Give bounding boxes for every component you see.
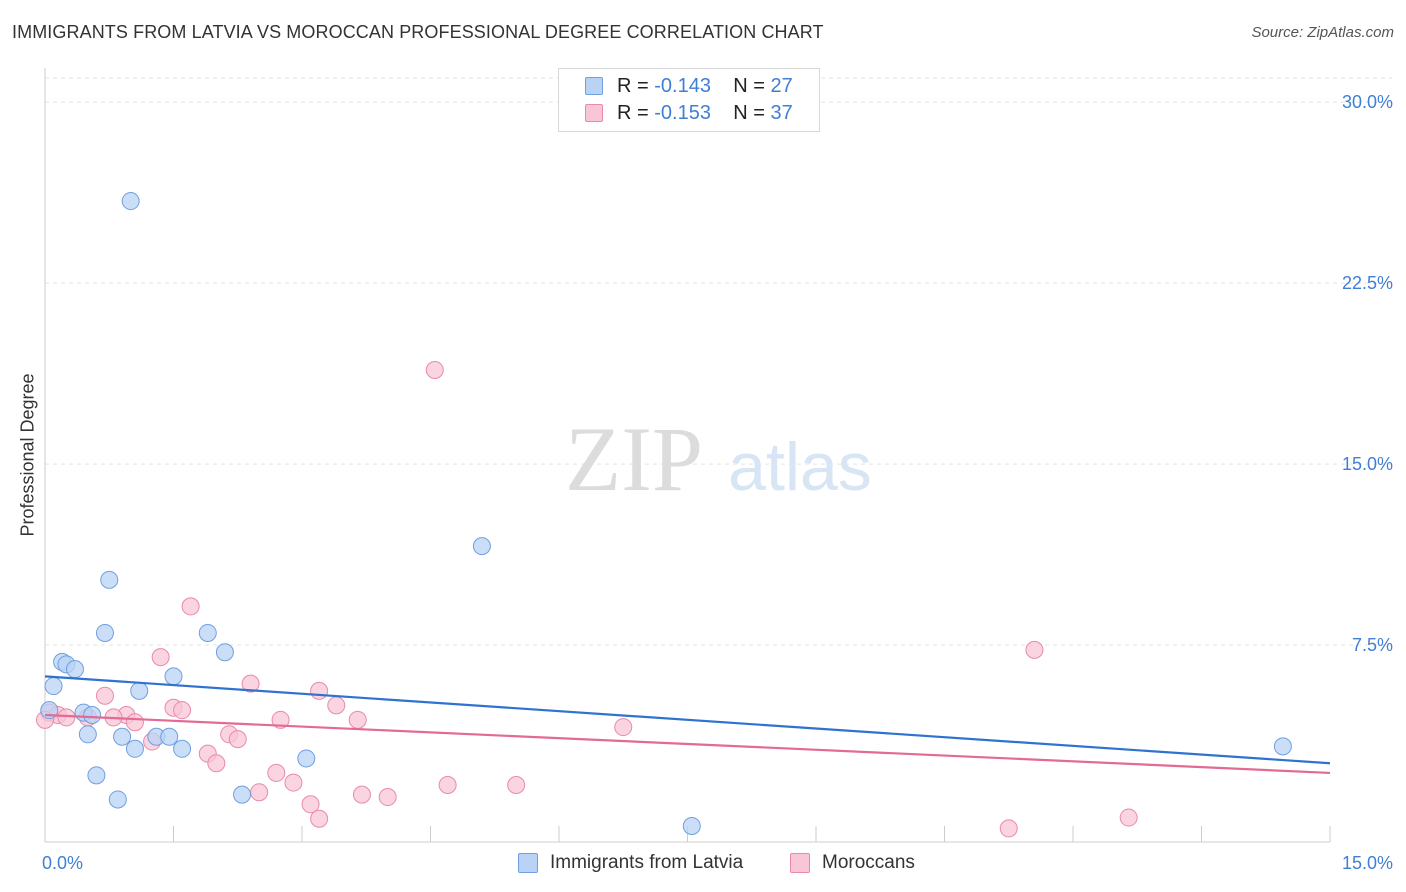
moroccans-legend-label: Moroccans	[822, 852, 915, 873]
n-label: N =	[733, 102, 771, 124]
latvia-point	[1273, 737, 1292, 756]
latvia-point	[682, 817, 701, 835]
legend-stats-moroccans: R = -0.153 N = 37	[617, 102, 793, 125]
moroccan-point	[438, 775, 457, 794]
moroccan-point	[250, 783, 269, 802]
moroccan-point	[241, 674, 260, 693]
moroccan-point	[1025, 640, 1044, 659]
r-label: R =	[617, 102, 655, 124]
r-label: R =	[617, 75, 655, 97]
moroccan-point	[310, 809, 329, 828]
moroccans-legend-swatch	[790, 853, 810, 873]
n-value: 27	[770, 75, 793, 97]
moroccan-point	[425, 360, 444, 379]
moroccan-point	[348, 710, 367, 729]
n-label: N =	[733, 75, 771, 97]
latvia-legend-label: Immigrants from Latvia	[550, 852, 744, 873]
y-tick-label: 15.0%	[1342, 454, 1393, 474]
moroccan-point	[271, 710, 290, 729]
latvia-swatch	[585, 77, 603, 95]
latvia-point	[164, 667, 183, 686]
latvia-point	[198, 623, 217, 642]
latvia-point	[233, 785, 252, 804]
moroccans-swatch	[585, 104, 603, 122]
gridlines	[45, 77, 1392, 646]
latvia-point	[44, 677, 63, 696]
moroccan-point	[614, 718, 633, 737]
n-value: 37	[770, 102, 793, 124]
latvia-point	[87, 766, 106, 785]
latvia-point	[83, 706, 102, 725]
x-tick-label: 15.0%	[1342, 853, 1393, 873]
chart-title: IMMIGRANTS FROM LATVIA VS MOROCCAN PROFE…	[12, 22, 824, 42]
y-tick-label: 22.5%	[1342, 273, 1393, 293]
trend-lines	[44, 675, 1331, 775]
latvia-trend-line	[44, 675, 1331, 765]
latvia-point	[65, 660, 84, 679]
latvia-point	[472, 537, 491, 556]
latvia-point	[113, 727, 132, 746]
moroccan-point	[151, 648, 170, 667]
moroccan-point	[352, 785, 371, 804]
watermark-zip: ZIP	[565, 408, 703, 510]
r-value: -0.143	[654, 75, 711, 97]
latvia-point	[173, 739, 192, 758]
moroccan-point	[207, 754, 226, 773]
latvia-point	[95, 623, 114, 642]
y-tick-label: 7.5%	[1352, 635, 1393, 655]
latvia-legend-swatch	[518, 853, 538, 873]
latvia-point	[108, 790, 127, 809]
data-points	[36, 192, 1292, 838]
latvia-point	[130, 681, 149, 700]
moroccan-point	[228, 730, 247, 749]
moroccan-point	[999, 819, 1018, 838]
correlation-legend: R = -0.143 N = 27 R = -0.153 N = 37	[558, 68, 820, 132]
moroccan-point	[507, 775, 526, 794]
moroccan-point	[310, 681, 329, 700]
moroccan-point	[378, 788, 397, 807]
moroccan-point	[95, 686, 114, 705]
moroccan-trend-line	[44, 713, 1331, 775]
moroccan-point	[125, 713, 144, 732]
latvia-point	[100, 570, 119, 589]
legend-stats-latvia: R = -0.143 N = 27	[617, 75, 793, 98]
moroccan-point	[57, 708, 76, 727]
source-label: Source: ZipAtlas.com	[1251, 24, 1394, 41]
moroccan-point	[1119, 808, 1138, 827]
latvia-point	[160, 727, 179, 746]
moroccan-point	[301, 795, 320, 814]
watermark-atlas: atlas	[728, 429, 872, 505]
r-value: -0.153	[654, 102, 711, 124]
tick-labels: 7.5% 15.0% 22.5% 30.0% 0.0% 15.0%	[42, 92, 1393, 873]
x-tick-label: 0.0%	[42, 853, 83, 873]
latvia-point	[125, 739, 144, 758]
latvia-point	[215, 643, 234, 662]
moroccan-point	[267, 763, 286, 782]
moroccan-point	[181, 597, 200, 616]
moroccan-point	[173, 701, 192, 720]
y-tick-label: 30.0%	[1342, 92, 1393, 112]
latvia-point	[297, 749, 316, 768]
latvia-point	[78, 725, 97, 744]
moroccan-point	[284, 773, 303, 792]
latvia-point	[121, 192, 140, 211]
moroccan-point	[327, 696, 346, 715]
